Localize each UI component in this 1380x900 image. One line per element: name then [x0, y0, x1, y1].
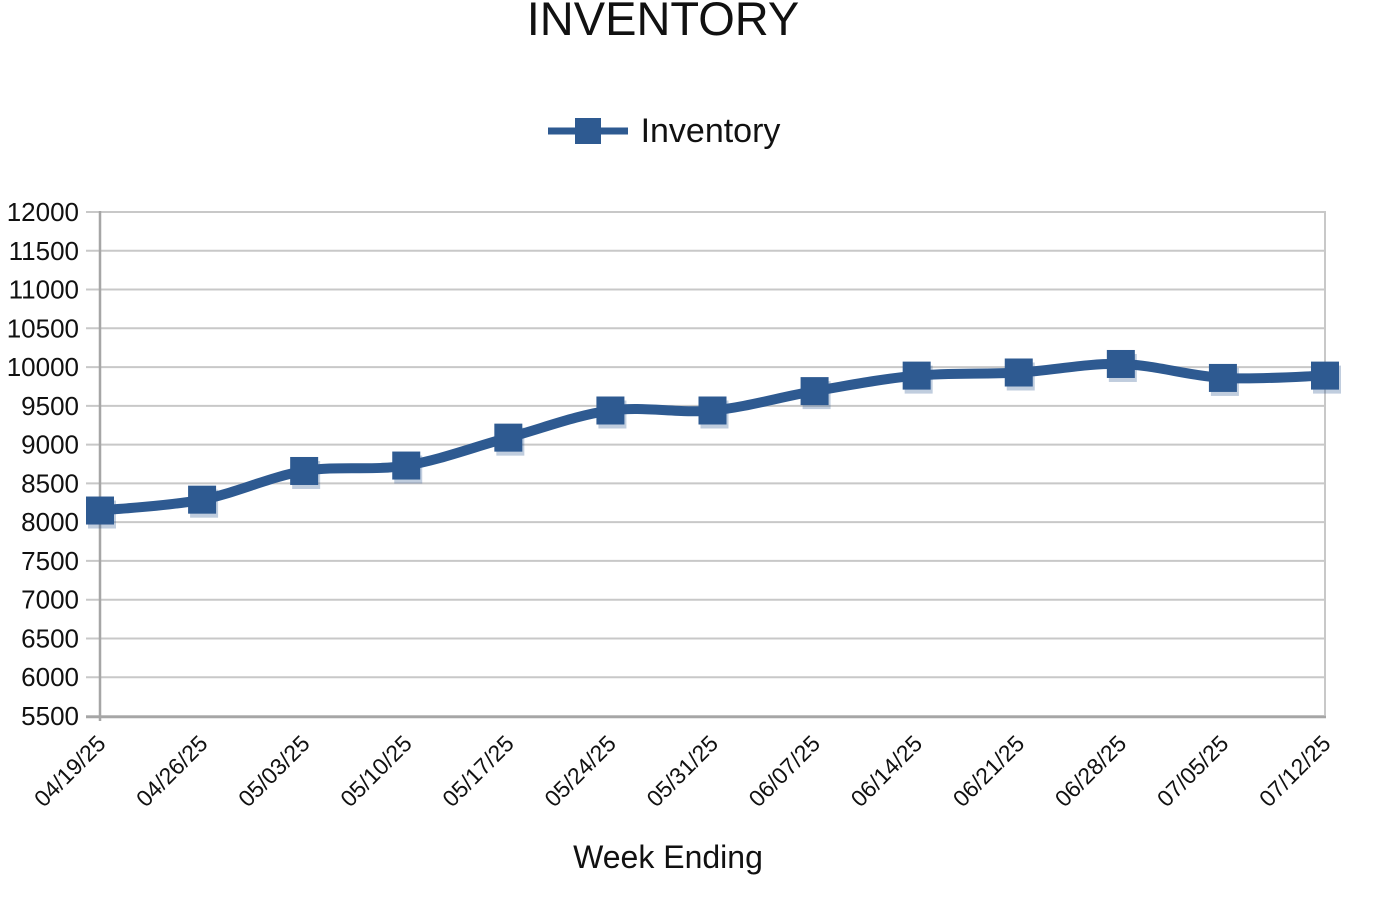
x-tick-label: 06/28/25 [1050, 730, 1132, 812]
data-point-06/14/25 [902, 361, 931, 390]
legend-marker-icon [574, 118, 601, 144]
y-tick-label: 9500 [21, 391, 79, 421]
y-tick-label: 7000 [21, 585, 79, 615]
y-tick-label: 11000 [9, 275, 79, 305]
x-tick-label: 07/12/25 [1254, 730, 1336, 812]
x-tick-label: 04/19/25 [29, 730, 111, 812]
data-point-05/03/25 [290, 456, 319, 485]
x-tick-label: 05/03/25 [233, 730, 315, 812]
data-point-05/10/25 [392, 451, 421, 480]
data-point-05/31/25 [698, 396, 727, 425]
x-tick-label: 05/31/25 [641, 730, 723, 812]
x-tick-label: 05/10/25 [335, 730, 417, 812]
x-tick-label: 07/05/25 [1152, 730, 1234, 812]
y-tick-label: 5500 [21, 701, 79, 731]
legend: Inventory [0, 112, 1326, 150]
chart-title: INVENTORY [526, 0, 800, 45]
data-point-04/26/25 [188, 485, 217, 514]
legend-swatch-icon [547, 118, 628, 144]
data-point-07/12/25 [1311, 361, 1339, 390]
x-tick-label: 06/07/25 [743, 730, 825, 812]
x-tick-label: 06/14/25 [846, 730, 928, 812]
y-tick-label: 6500 [21, 623, 79, 653]
x-axis-title: Week Ending [573, 839, 763, 875]
inventory-line [95, 358, 1330, 516]
y-tick-label: 12000 [7, 197, 79, 227]
y-tick-label: 6000 [21, 662, 79, 692]
data-point-05/17/25 [494, 423, 523, 452]
data-point-06/07/25 [800, 377, 829, 406]
data-point-06/28/25 [1106, 349, 1135, 378]
y-tick-label: 11500 [9, 236, 79, 266]
x-tick-label: 05/24/25 [539, 730, 621, 812]
y-tick-label: 10500 [7, 313, 79, 343]
data-point-04/19/25 [86, 496, 114, 525]
data-point-05/24/25 [596, 396, 625, 425]
x-tick-label: 04/26/25 [131, 730, 213, 812]
y-tick-label: 8000 [21, 507, 79, 537]
data-point-07/05/25 [1208, 363, 1237, 392]
y-tick-label: 7500 [21, 546, 79, 576]
legend-label: Inventory [640, 112, 781, 150]
data-point-06/21/25 [1004, 358, 1033, 387]
x-tick-label: 06/21/25 [948, 730, 1030, 812]
y-tick-label: 9000 [21, 430, 79, 460]
x-tick-label: 05/17/25 [437, 730, 519, 812]
y-tick-label: 10000 [7, 352, 79, 382]
y-tick-label: 8500 [21, 468, 79, 498]
